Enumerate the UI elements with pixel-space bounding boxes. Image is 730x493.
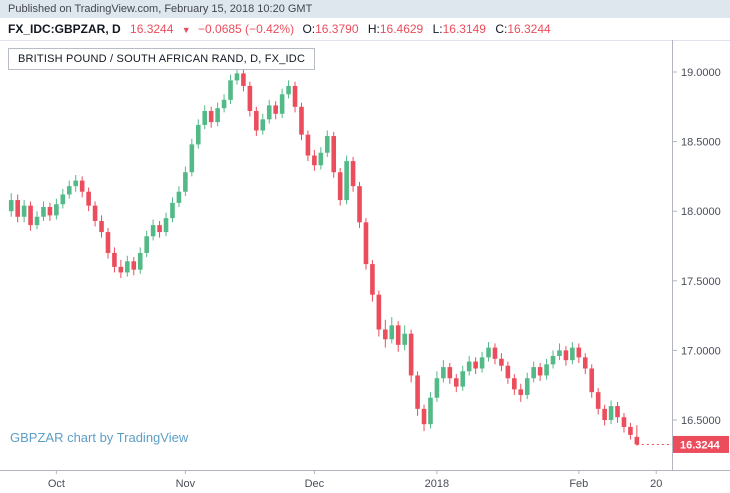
svg-text:18.0000: 18.0000 xyxy=(681,206,721,218)
svg-text:20: 20 xyxy=(650,478,662,490)
svg-text:Nov: Nov xyxy=(176,478,196,490)
svg-text:Oct: Oct xyxy=(48,478,65,490)
close-value: 16.3244 xyxy=(507,22,551,36)
high-value: 16.4629 xyxy=(379,22,424,36)
last-price: 16.3244 xyxy=(130,22,174,36)
chart-legend: BRITISH POUND / SOUTH AFRICAN RAND, D, F… xyxy=(8,48,316,70)
svg-text:2018: 2018 xyxy=(425,478,449,490)
open-field: O:16.3790 xyxy=(302,22,358,36)
candlestick-chart[interactable]: 19.0000 18.5000 18.0000 17.5000 17.0000 16.50… xyxy=(0,40,730,493)
price-change: −0.0685 (−0.42%) xyxy=(198,22,295,36)
svg-text:17.5000: 17.5000 xyxy=(681,276,721,288)
svg-text:18.5000: 18.5000 xyxy=(681,137,721,149)
published-text: Published on TradingView.com, February 1… xyxy=(8,3,313,15)
svg-text:Feb: Feb xyxy=(569,478,588,490)
open-label: O: xyxy=(302,22,316,36)
high-label: H: xyxy=(367,22,380,36)
close-field: C:16.3244 xyxy=(495,22,550,36)
svg-text:19.0000: 19.0000 xyxy=(681,67,721,79)
close-label: C: xyxy=(495,22,508,36)
open-value: 16.3790 xyxy=(315,22,359,36)
symbol-ohlc-bar: FX_IDC:GBPZAR, D 16.3244 ▼ −0.0685 (−0.4… xyxy=(0,18,730,40)
published-bar: Published on TradingView.com, February 1… xyxy=(0,0,730,18)
svg-text:16.3244: 16.3244 xyxy=(680,439,721,451)
low-value: 16.3149 xyxy=(442,22,486,36)
chart-area[interactable]: 19.0000 18.5000 18.0000 17.5000 17.0000 16.50… xyxy=(0,40,730,493)
high-field: H:16.4629 xyxy=(368,22,423,36)
tradingview-watermark-link[interactable]: GBPZAR chart by TradingView xyxy=(10,430,189,445)
svg-text:16.5000: 16.5000 xyxy=(681,415,721,427)
svg-text:Dec: Dec xyxy=(305,478,325,490)
svg-text:17.0000: 17.0000 xyxy=(681,345,721,357)
low-field: L:16.3149 xyxy=(433,22,486,36)
symbol-interval[interactable]: FX_IDC:GBPZAR, D xyxy=(8,22,121,36)
low-label: L: xyxy=(432,22,443,36)
down-arrow-icon: ▼ xyxy=(181,25,191,35)
